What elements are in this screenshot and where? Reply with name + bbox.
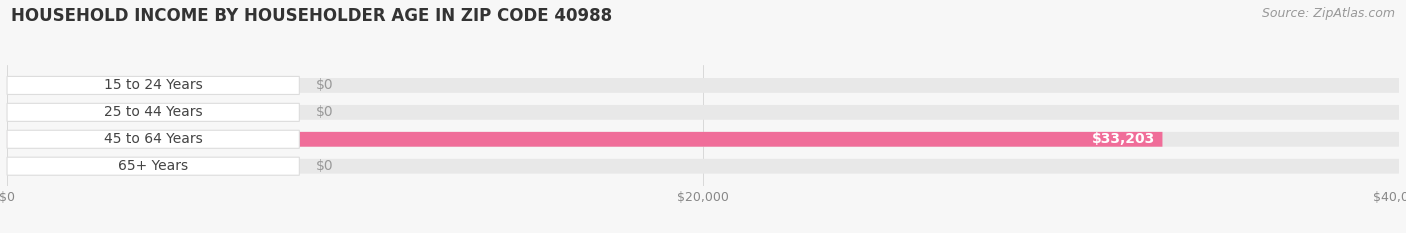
FancyBboxPatch shape [7, 103, 299, 121]
Text: 65+ Years: 65+ Years [118, 159, 188, 173]
Text: 15 to 24 Years: 15 to 24 Years [104, 79, 202, 93]
FancyBboxPatch shape [7, 78, 1399, 93]
FancyBboxPatch shape [7, 132, 1163, 147]
Text: $33,203: $33,203 [1092, 132, 1156, 146]
FancyBboxPatch shape [7, 157, 299, 175]
Text: $0: $0 [316, 159, 333, 173]
FancyBboxPatch shape [7, 130, 299, 148]
FancyBboxPatch shape [7, 105, 1399, 120]
Text: $0: $0 [316, 79, 333, 93]
FancyBboxPatch shape [7, 76, 299, 94]
Text: 45 to 64 Years: 45 to 64 Years [104, 132, 202, 146]
Text: $0: $0 [316, 105, 333, 119]
Text: 25 to 44 Years: 25 to 44 Years [104, 105, 202, 119]
Text: Source: ZipAtlas.com: Source: ZipAtlas.com [1261, 7, 1395, 20]
Text: HOUSEHOLD INCOME BY HOUSEHOLDER AGE IN ZIP CODE 40988: HOUSEHOLD INCOME BY HOUSEHOLDER AGE IN Z… [11, 7, 613, 25]
FancyBboxPatch shape [7, 132, 1399, 147]
FancyBboxPatch shape [7, 159, 1399, 174]
